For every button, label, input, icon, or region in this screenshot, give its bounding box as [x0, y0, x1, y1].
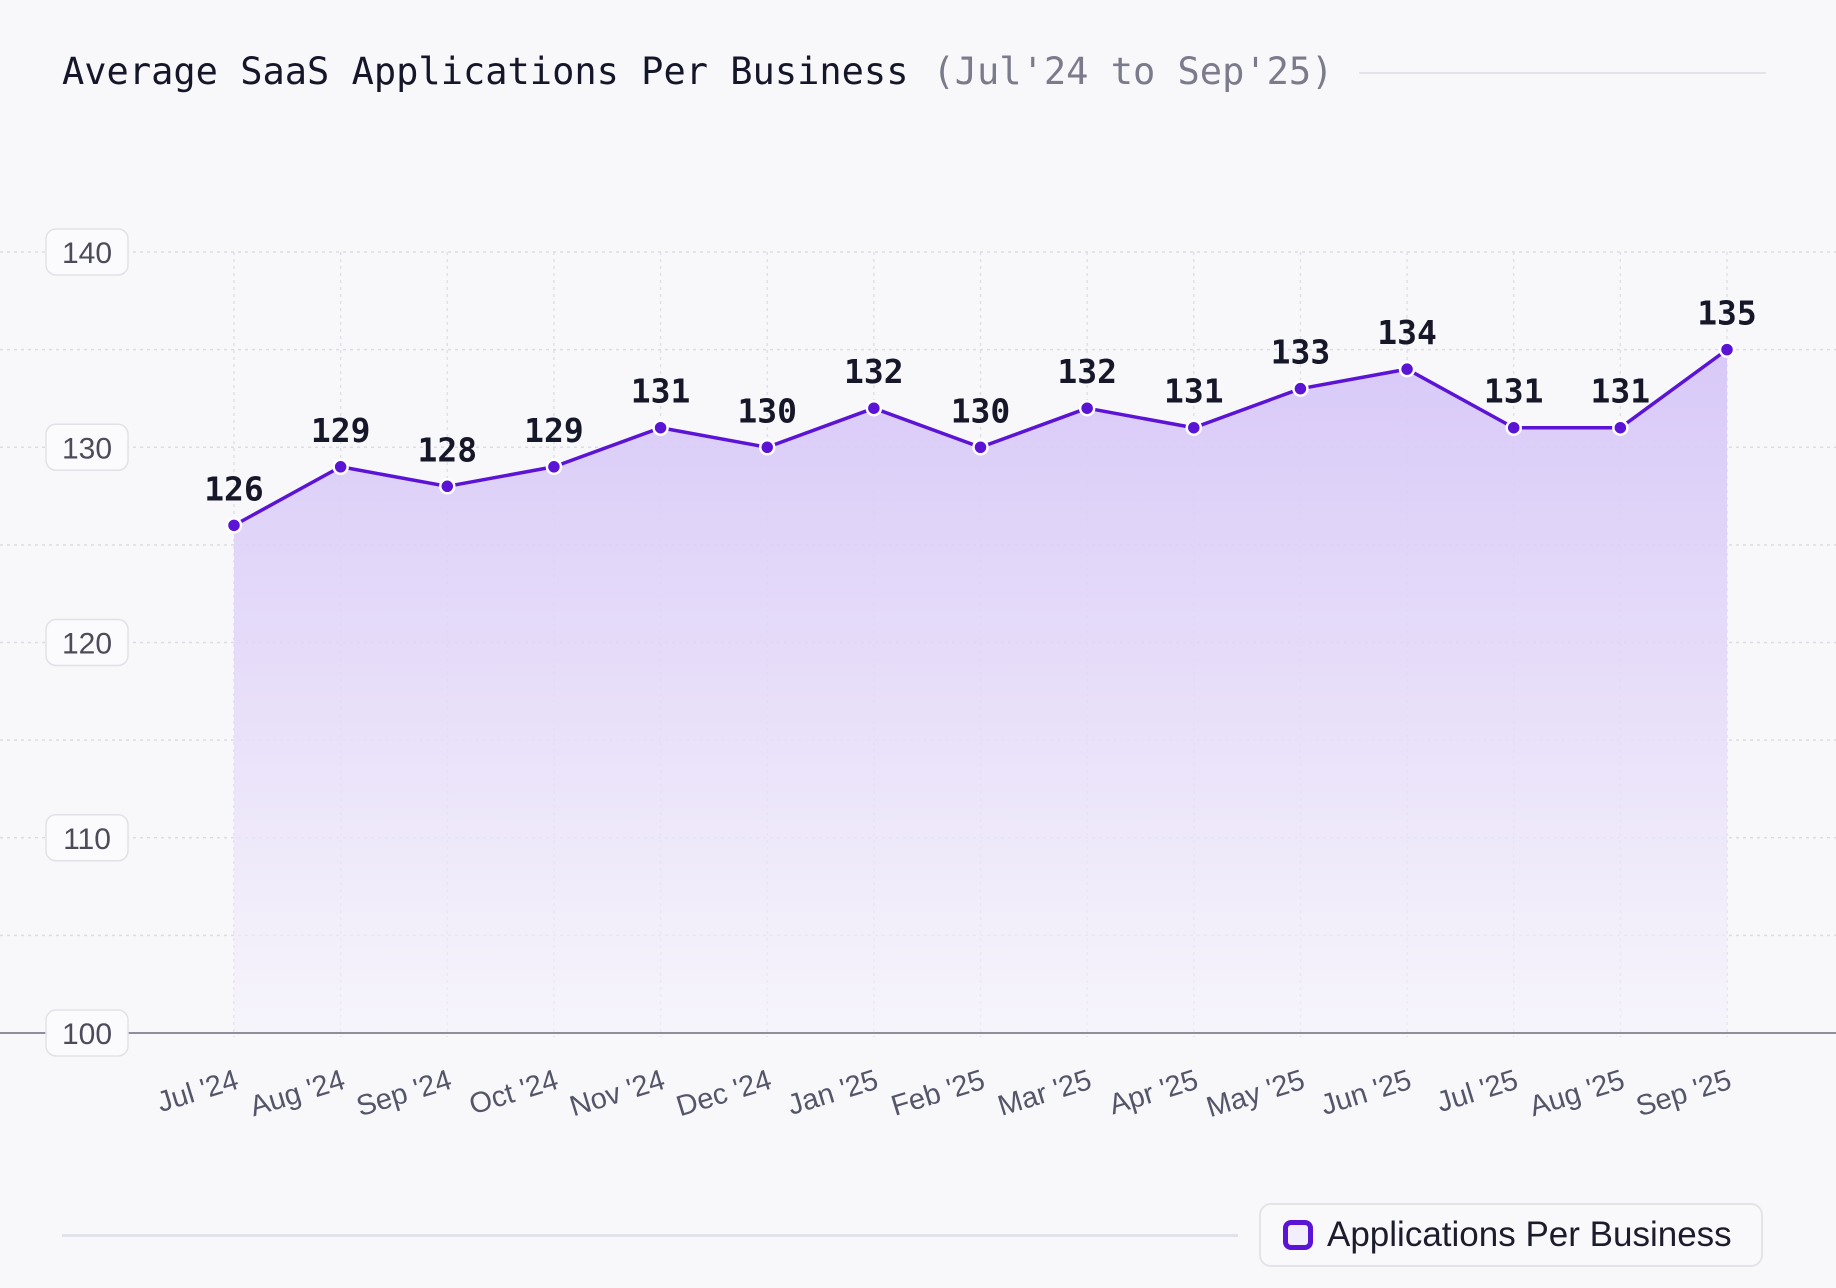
x-tick-label: Jun '25 — [1317, 1064, 1415, 1122]
data-point[interactable] — [972, 439, 989, 456]
y-tick-140: 140 — [45, 228, 129, 276]
data-point[interactable] — [1718, 341, 1736, 358]
x-tick-label: Jul '25 — [1433, 1064, 1522, 1119]
data-label: 128 — [417, 430, 477, 469]
legend[interactable]: Applications Per Business — [1259, 1203, 1763, 1267]
y-tick-pill — [45, 618, 129, 667]
x-axis: Jul '24 Aug '24 Sep '24 Oct '24 Nov '24 Dec '… — [153, 1064, 1735, 1124]
data-point[interactable] — [652, 419, 669, 436]
x-tick-label: Mar '25 — [994, 1064, 1095, 1123]
y-tick-label: 130 — [62, 432, 112, 465]
y-tick-pill — [45, 814, 129, 862]
data-label: 131 — [1591, 372, 1651, 411]
chart-title-row: Average SaaS Applications Per Business (… — [62, 44, 1766, 98]
y-tick-130: 130 — [45, 423, 129, 471]
area-layer — [234, 349, 1727, 1033]
x-tick-label: Aug '25 — [1526, 1064, 1629, 1123]
y-tick-label: 110 — [63, 823, 111, 856]
y-tick-label: 120 — [62, 628, 112, 661]
data-point[interactable] — [1398, 360, 1416, 378]
x-tick-label: Jan '25 — [784, 1064, 882, 1122]
legend-swatch-icon — [1283, 1220, 1313, 1250]
data-point[interactable] — [439, 478, 456, 495]
data-point[interactable] — [758, 439, 776, 456]
data-point[interactable] — [1078, 399, 1096, 417]
y-tick-label: 100 — [62, 1018, 112, 1051]
y-tick-100: 100 — [45, 1009, 129, 1057]
x-tick-label: Oct '24 — [466, 1064, 562, 1121]
chart-title: Average SaaS Applications Per Business — [62, 49, 909, 93]
data-label: 131 — [1484, 372, 1544, 411]
data-label: 132 — [844, 352, 904, 391]
chart-subtitle: (Jul'24 to Sep'25) — [932, 49, 1334, 93]
y-tick-pill — [45, 1009, 129, 1057]
y-tick-pill — [45, 228, 129, 276]
data-point[interactable] — [865, 399, 883, 417]
x-tick-label: Jul '24 — [153, 1064, 242, 1119]
data-point[interactable] — [1505, 419, 1522, 436]
data-point[interactable] — [1612, 419, 1629, 436]
x-tick-label: Dec '24 — [673, 1064, 776, 1123]
x-tick-label: Nov '24 — [566, 1064, 669, 1123]
data-label: 133 — [1271, 333, 1331, 372]
data-label: 126 — [204, 469, 264, 508]
series-layer — [225, 341, 1736, 534]
footer-divider — [62, 1234, 1238, 1237]
x-tick-label: Sep '25 — [1632, 1064, 1735, 1123]
y-tick-110: 110 — [45, 814, 129, 862]
y-tick-120: 120 — [45, 618, 129, 667]
data-label: 130 — [737, 391, 797, 430]
y-tick-label: 140 — [62, 237, 112, 270]
data-point[interactable] — [545, 458, 563, 476]
data-label: 131 — [631, 372, 691, 411]
y-tick-pill — [45, 423, 129, 471]
data-label: 130 — [951, 391, 1011, 430]
data-label: 134 — [1377, 313, 1437, 352]
x-tick-label: Apr '25 — [1105, 1064, 1201, 1121]
x-tick-label: Feb '25 — [888, 1064, 989, 1123]
data-label: 131 — [1164, 372, 1224, 411]
x-tick-label: Aug '24 — [246, 1064, 349, 1123]
data-labels: 126 129 128 129 131 130 132 130 132 131 133 134 131 1… — [204, 294, 1757, 509]
data-point[interactable] — [225, 517, 243, 534]
data-label: 129 — [524, 411, 584, 450]
data-label: 135 — [1697, 294, 1757, 333]
x-tick-label: May '25 — [1203, 1064, 1309, 1124]
data-point[interactable] — [1292, 380, 1309, 397]
data-point[interactable] — [1185, 419, 1203, 436]
data-point[interactable] — [332, 458, 349, 476]
legend-label: Applications Per Business — [1327, 1215, 1732, 1254]
series-area-fill — [234, 349, 1727, 1033]
data-label: 132 — [1057, 352, 1117, 391]
x-tick-label: Sep '24 — [353, 1064, 456, 1123]
data-label: 129 — [311, 411, 371, 450]
y-axis: 100 110 120 130 140 — [0, 228, 1836, 1057]
title-divider — [1359, 72, 1766, 74]
